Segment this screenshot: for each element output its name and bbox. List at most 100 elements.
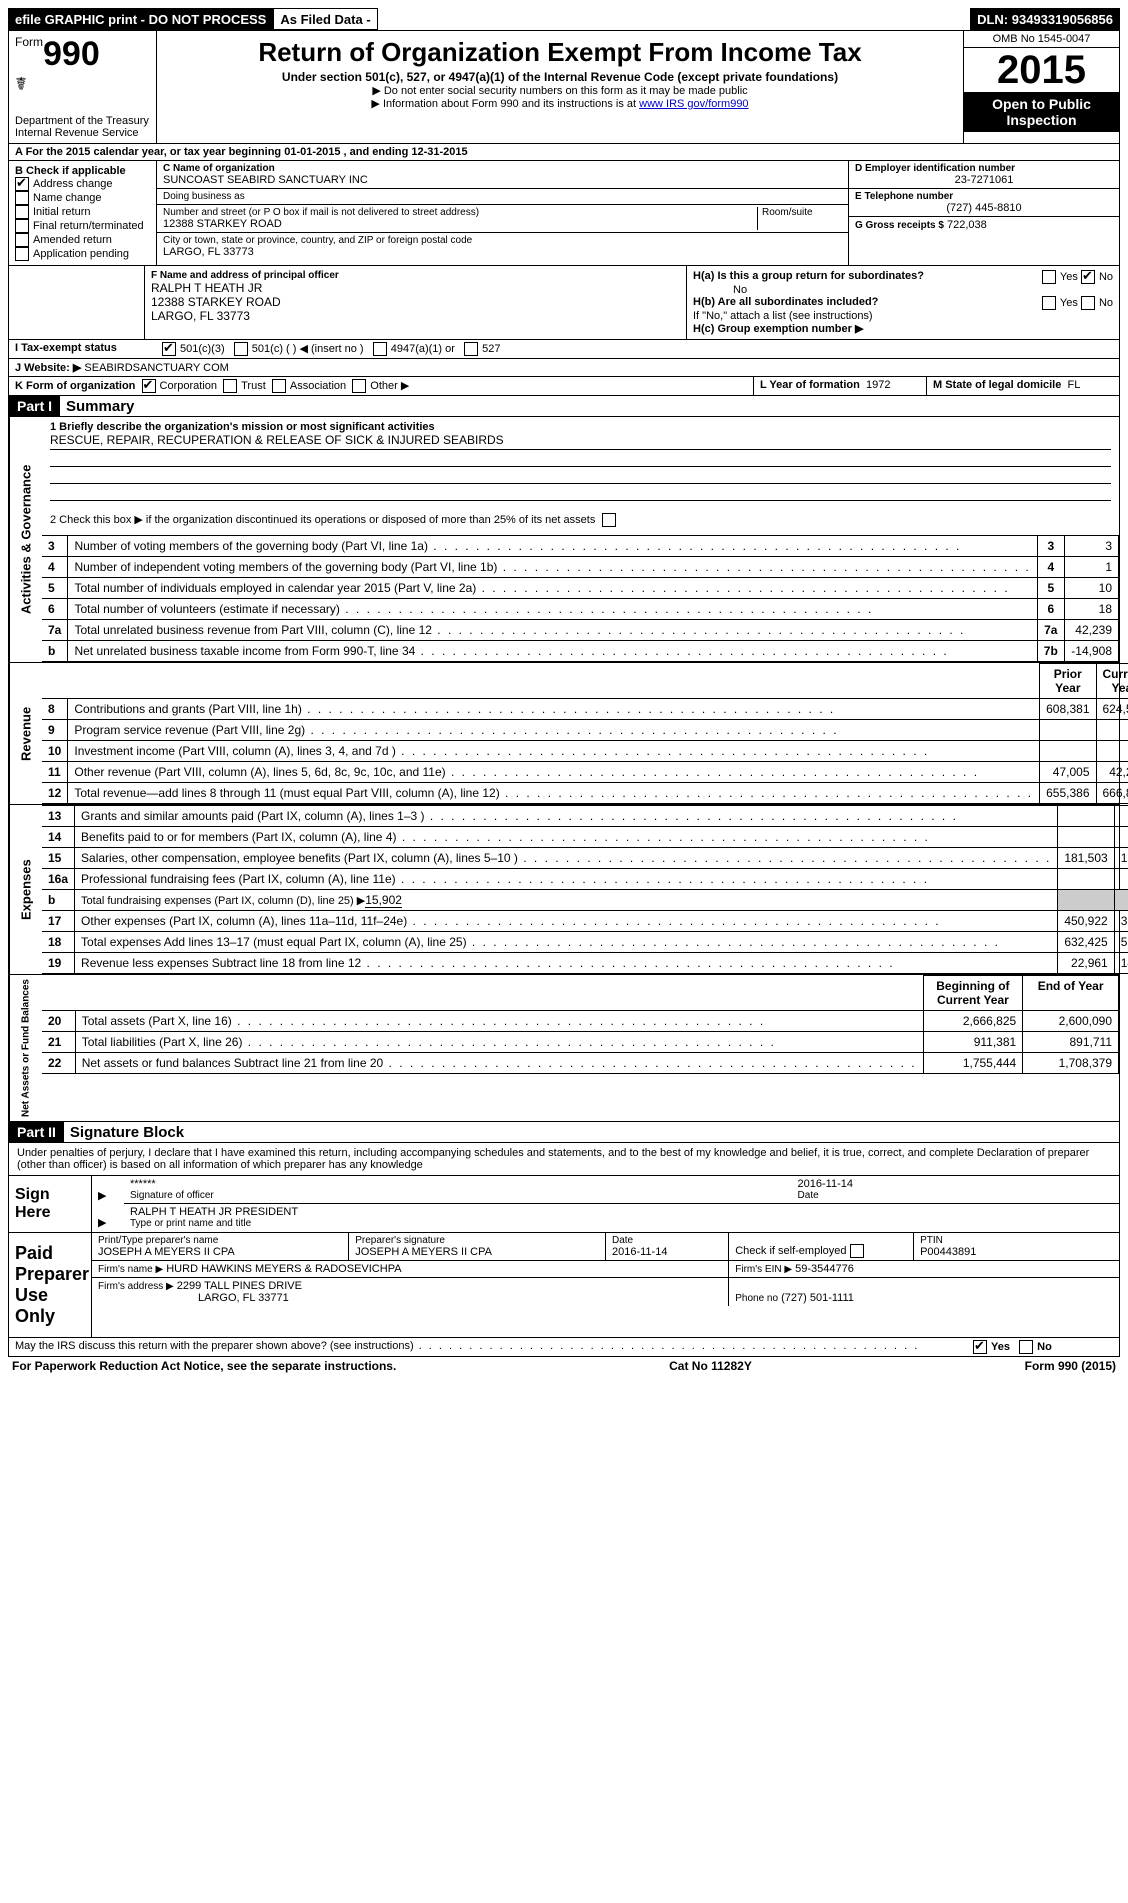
officer-addr: 12388 STARKEY ROAD [151,295,680,309]
sig-masked: ****** [130,1178,786,1190]
j-label: J Website: ▶ [15,362,81,374]
k-corp-checkbox[interactable] [142,379,156,393]
c-name-label: C Name of organization [163,163,842,174]
sign-here-label: Sign Here [9,1176,92,1232]
preparer-date: 2016-11-14 [612,1246,722,1258]
dept-treasury: Department of the Treasury [15,115,150,127]
dln: DLN: 93493319056856 [970,8,1120,30]
footer-left: For Paperwork Reduction Act Notice, see … [12,1359,396,1373]
perjury-text: Under penalties of perjury, I declare th… [8,1143,1120,1176]
discuss-text: May the IRS discuss this return with the… [9,1338,967,1356]
omb-number: OMB No 1545-0047 [964,31,1119,48]
form-title: Return of Organization Exempt From Incom… [167,37,953,68]
b-checkbox[interactable] [15,233,29,247]
firm-addr2: LARGO, FL 33771 [98,1292,722,1304]
officer-name: RALPH T HEATH JR [151,281,680,295]
d-ein-label: D Employer identification number [855,163,1113,174]
as-filed: As Filed Data - [273,8,377,30]
i-501c3-checkbox[interactable] [162,342,176,356]
line2-text: 2 Check this box ▶ if the organization d… [50,514,595,526]
paid-preparer-label: Paid Preparer Use Only [9,1233,92,1337]
addr-label: Number and street (or P O box if mail is… [163,207,757,218]
hb-label: H(b) Are all subordinates included? [693,296,878,310]
part1-header: Part I [9,396,60,416]
part2-header: Part II [9,1122,64,1142]
dba-label: Doing business as [163,191,842,202]
sig-officer-label: Signature of officer [130,1190,786,1201]
k-assoc-checkbox[interactable] [272,379,286,393]
city-label: City or town, state or province, country… [163,235,842,246]
ha-label: H(a) Is this a group return for subordin… [693,270,924,282]
ha-no-checkbox[interactable] [1081,270,1095,284]
firm-phone: (727) 501-1111 [781,1292,854,1304]
footer-right: Form 990 (2015) [1025,1359,1116,1373]
i-501c-checkbox[interactable] [234,342,248,356]
tax-year: 2015 [964,48,1119,92]
irs-label: Internal Revenue Service [15,127,150,139]
gross-value: 722,038 [947,219,987,231]
org-info-block: B Check if applicable Address changeName… [8,161,1120,266]
b-checkbox[interactable] [15,205,29,219]
ssn-note: ▶ Do not enter social security numbers o… [167,84,953,97]
rev-sidelabel: Revenue [9,663,42,804]
room-label: Room/suite [762,207,842,218]
b-checkbox[interactable] [15,191,29,205]
efile-notice: efile GRAPHIC print - DO NOT PROCESS [8,8,273,30]
k-other-checkbox[interactable] [352,379,366,393]
phone-value: (727) 445-8810 [855,202,1113,214]
officer-city: LARGO, FL 33773 [151,309,680,323]
b-checkbox[interactable] [15,247,29,261]
m-value: FL [1067,379,1080,391]
footer-mid: Cat No 11282Y [669,1359,752,1373]
ha-value: No [693,284,1113,296]
self-employed-checkbox[interactable] [850,1244,864,1258]
e-phone-label: E Telephone number [855,191,1113,202]
part2-title: Signature Block [70,1124,184,1141]
gov-table: 3Number of voting members of the governi… [42,535,1119,662]
exp-table: 13Grants and similar amounts paid (Part … [42,805,1128,974]
org-city: LARGO, FL 33773 [163,246,842,258]
org-address: 12388 STARKEY ROAD [163,218,757,230]
line-a: A For the 2015 calendar year, or tax yea… [8,144,1120,161]
org-name: SUNCOAST SEABIRD SANCTUARY INC [163,174,842,186]
form-header: Form990 ☤ Department of the Treasury Int… [8,30,1120,144]
ptin-value: P00443891 [920,1246,1113,1258]
i-527-checkbox[interactable] [464,342,478,356]
hb-note: If "No," attach a list (see instructions… [693,310,1113,322]
form-subtitle: Under section 501(c), 527, or 4947(a)(1)… [167,70,953,84]
b-checkbox[interactable] [15,177,29,191]
l-value: 1972 [866,379,890,391]
open-public: Open to PublicInspection [964,92,1119,132]
irs-link[interactable]: www IRS gov/form990 [639,98,748,110]
ein-value: 23-7271061 [855,174,1113,186]
i-label: I Tax-exempt status [9,340,156,358]
section-b: B Check if applicable Address changeName… [9,161,157,265]
firm-addr1: 2299 TALL PINES DRIVE [177,1280,302,1292]
sign-here-block: Sign Here ▶ ****** Signature of officer … [8,1176,1120,1233]
sig-date: 2016-11-14 [798,1178,1113,1190]
date-label: Date [798,1190,1113,1201]
discuss-yes-checkbox[interactable] [973,1340,987,1354]
hb-yes-checkbox[interactable] [1042,296,1056,310]
line2-checkbox[interactable] [602,513,616,527]
firm-ein: 59-3544776 [795,1263,854,1275]
k-trust-checkbox[interactable] [223,379,237,393]
officer-name-label: Type or print name and title [130,1218,1113,1229]
website-value: SEABIRDSANCTUARY COM [84,362,228,374]
preparer-sig: JOSEPH A MEYERS II CPA [355,1246,599,1258]
na-table: Beginning of Current YearEnd of Year20To… [42,975,1119,1074]
ha-yes-checkbox[interactable] [1042,270,1056,284]
b-checkbox[interactable] [15,219,29,233]
exp-sidelabel: Expenses [9,805,42,974]
page-footer: For Paperwork Reduction Act Notice, see … [8,1357,1120,1375]
form-word: Form [15,35,43,49]
form-number: 990 [43,35,100,73]
paid-preparer-block: Paid Preparer Use Only Print/Type prepar… [8,1233,1120,1338]
hb-no-checkbox[interactable] [1081,296,1095,310]
line1-label: 1 Briefly describe the organization's mi… [50,421,1111,433]
officer-typed-name: RALPH T HEATH JR PRESIDENT [130,1206,1113,1218]
discuss-no-checkbox[interactable] [1019,1340,1033,1354]
gov-sidelabel: Activities & Governance [9,417,42,662]
l-label: L Year of formation [760,379,860,391]
i-4947-checkbox[interactable] [373,342,387,356]
